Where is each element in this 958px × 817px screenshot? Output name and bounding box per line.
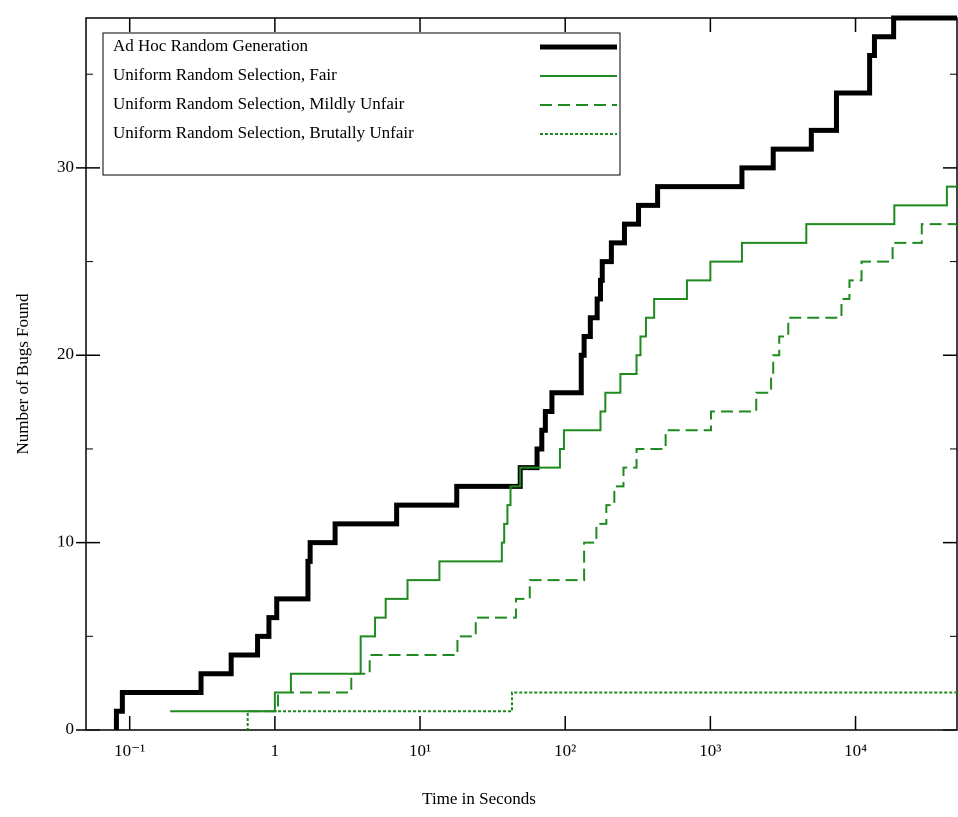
y-tick-label: 20 [57, 344, 74, 363]
step-line [246, 691, 957, 730]
legend-label: Uniform Random Selection, Fair [113, 65, 337, 84]
legend-label: Ad Hoc Random Generation [113, 36, 308, 55]
x-tick-label: 10⁻¹ [114, 741, 145, 760]
y-tick-label: 0 [66, 719, 75, 738]
legend-label: Uniform Random Selection, Brutally Unfai… [113, 123, 414, 142]
plot-frame [85, 17, 958, 731]
y-tick-label: 30 [57, 157, 74, 176]
y-axis-label: Number of Bugs Found [13, 293, 32, 455]
x-tick-label: 1 [271, 741, 280, 760]
x-tick-label: 10⁴ [844, 741, 867, 760]
step-line [246, 223, 957, 713]
step-line [170, 185, 957, 713]
step-line [113, 15, 957, 730]
x-tick-label: 10² [554, 741, 576, 760]
y-tick-label: 10 [57, 532, 74, 551]
legend-box [102, 32, 621, 176]
x-axis-label: Time in Seconds [422, 789, 536, 808]
x-tick-label: 10³ [699, 741, 721, 760]
legend-label: Uniform Random Selection, Mildly Unfair [113, 94, 405, 113]
x-tick-label: 10¹ [409, 741, 431, 760]
